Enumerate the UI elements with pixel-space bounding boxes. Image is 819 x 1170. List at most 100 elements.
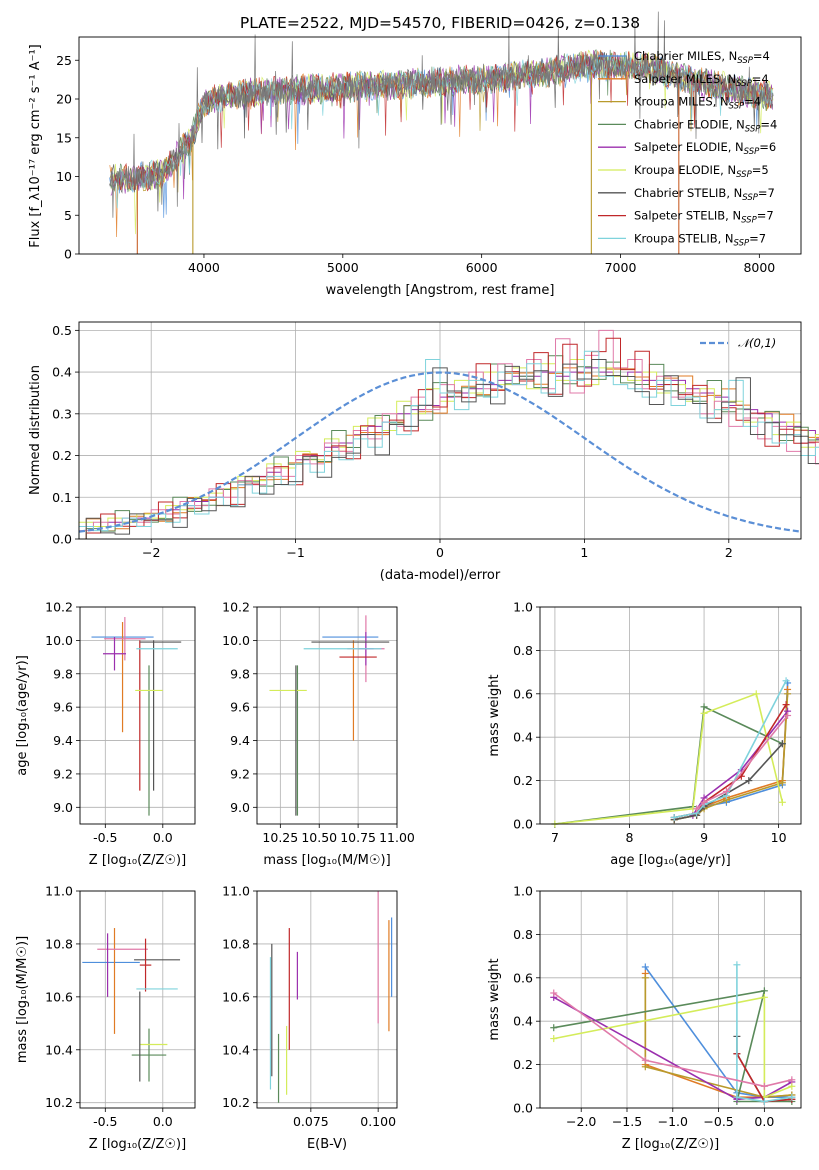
axis-group: 10.25 10.50 10.75 11.00 9.0 9.2 9.4 9.6 9.8 10.0 1… <box>222 600 415 846</box>
weight-line <box>553 996 793 1101</box>
y-tick-label: 10.2 <box>45 1095 73 1110</box>
y-tick-label: 20 <box>56 92 72 107</box>
y-tick-label: 0.4 <box>52 365 72 380</box>
y-tick-label: 0.4 <box>513 1014 533 1029</box>
panel-plot-area <box>551 677 792 828</box>
legend-subscript: SSP <box>744 147 760 157</box>
x-tick-label: 0.075 <box>293 1114 329 1129</box>
panel-frame <box>79 606 196 825</box>
panel-frame <box>256 890 398 1109</box>
panel-ylabel: mass [log₁₀(M/M☉)] <box>15 936 30 1063</box>
x-tick-label: 0.0 <box>153 830 173 845</box>
y-tick-label: 15 <box>56 130 72 145</box>
y-tick-label: 0.4 <box>513 730 533 745</box>
legend-label: Chabrier STELIB, NSSP=7 <box>634 186 775 203</box>
y-tick-label: 0.2 <box>513 1057 533 1072</box>
spectrum-panel: 4000 5000 6000 7000 8000 0 5 10 15 20 25 PLATE=252… <box>28 11 802 298</box>
y-tick-label: 0.0 <box>513 1101 533 1116</box>
legend-subscript: SSP <box>736 79 752 89</box>
legend-subscript: SSP <box>736 170 752 180</box>
legend-count: =4 <box>760 117 777 131</box>
spectrum-ticks: 4000 5000 6000 7000 8000 0 5 10 15 20 25 <box>56 53 775 275</box>
y-tick-label: 10 <box>56 169 72 184</box>
y-tick-label: 9.0 <box>230 800 250 815</box>
y-tick-label: 9.0 <box>53 800 73 815</box>
y-tick-label: 9.2 <box>53 766 73 781</box>
panel-plot-area <box>91 617 182 816</box>
x-tick-label: 0.0 <box>153 1114 173 1129</box>
panel-xlabel: Z [log₁₀(Z/Z☉)] <box>89 853 186 868</box>
y-tick-label: 9.4 <box>230 733 250 748</box>
x-tick-label: 7 <box>551 830 559 845</box>
legend-subscript: SSP <box>742 193 758 203</box>
x-tick-label: 0 <box>436 545 444 560</box>
spectrum-plot-area <box>109 11 774 254</box>
legend-count: =4 <box>752 72 769 86</box>
y-tick-label: 0.6 <box>513 970 533 985</box>
panel-plot-area <box>269 615 390 816</box>
axis-group: -0.5 0.0 9.0 9.2 9.4 9.6 9.8 10.0 10.2 <box>45 600 195 845</box>
legend-count: =6 <box>759 140 776 154</box>
x-tick-label: 7000 <box>605 260 637 275</box>
y-tick-label: 10.2 <box>222 600 250 615</box>
parameter-panels: -0.5 0.0 9.0 9.2 9.4 9.6 9.8 10.0 10.2 Z [log₁₀(Z… <box>15 600 802 1152</box>
y-tick-label: 0.2 <box>513 773 533 788</box>
axis-group: 7 8 9 10 0.0 0.2 0.4 0.6 0.8 1.0 <box>513 600 801 845</box>
x-tick-label: 5000 <box>327 260 359 275</box>
y-tick-label: 9.8 <box>230 666 250 681</box>
y-tick-label: 10.8 <box>222 936 250 951</box>
y-tick-label: 10.2 <box>222 1095 250 1110</box>
residual-legend: 𝒩(0,1) <box>700 336 776 350</box>
legend-subscript: SSP <box>737 56 753 66</box>
spectrum-legend: Chabrier MILES, NSSP=4 Salpeter MILES, NS… <box>598 49 777 248</box>
panel-frame <box>256 606 398 825</box>
y-tick-label: 0 <box>64 247 72 262</box>
axis-group: -0.5 0.0 10.2 10.4 10.6 10.8 11.0 <box>45 884 195 1129</box>
legend-subscript: SSP <box>741 216 757 226</box>
parameter-panel-4: 7 8 9 10 0.0 0.2 0.4 0.6 0.8 1.0 age [log₁₀(age/yr… <box>487 600 802 868</box>
legend-label: Kroupa STELIB, NSSP=7 <box>634 231 766 248</box>
y-tick-label: 10.2 <box>45 600 73 615</box>
panel-plot-area <box>269 891 393 1103</box>
histogram-step <box>78 329 819 539</box>
normal-curve <box>78 371 802 533</box>
y-tick-label: 0.3 <box>52 406 72 421</box>
histogram-step <box>78 350 819 539</box>
residual-xlabel: (data-model)/error <box>380 568 501 583</box>
x-tick-label: -0.5 <box>93 1114 117 1129</box>
y-tick-label: 0.0 <box>52 532 72 547</box>
y-tick-label: 10.0 <box>45 633 73 648</box>
y-tick-label: 10.0 <box>222 633 250 648</box>
panel-xlabel: Z [log₁₀(Z/Z☉)] <box>622 1137 719 1152</box>
observed-spectrum-line <box>109 11 774 218</box>
legend-count: =4 <box>744 95 761 109</box>
histogram-step <box>85 359 819 539</box>
residual-plot-area <box>78 322 819 540</box>
legend-label: Salpeter ELODIE, NSSP=6 <box>634 140 776 157</box>
x-tick-label: −0.5 <box>703 1114 733 1129</box>
panel-xlabel: age [log₁₀(age/yr)] <box>610 853 731 868</box>
y-tick-label: 9.6 <box>53 700 73 715</box>
legend-label: Salpeter MILES, NSSP=4 <box>634 72 769 89</box>
y-tick-label: 9.6 <box>230 700 250 715</box>
legend-count: =5 <box>752 163 769 177</box>
y-tick-label: 25 <box>56 53 72 68</box>
legend-count: =7 <box>757 209 774 223</box>
x-tick-label: 4000 <box>188 260 220 275</box>
parameter-panel-6: 0.075 0.100 10.2 10.4 10.6 10.8 11.0 E(B-V) <box>222 884 398 1152</box>
panel-plot-area <box>550 961 796 1105</box>
x-tick-label: 6000 <box>466 260 498 275</box>
weight-line <box>696 714 789 810</box>
spectrum-xlabel: wavelength [Angstrom, rest frame] <box>326 283 555 298</box>
legend-count: =7 <box>758 186 775 200</box>
histogram-step <box>85 367 819 539</box>
x-tick-label: 0.100 <box>360 1114 396 1129</box>
x-tick-label: −2 <box>142 545 160 560</box>
axis-group: −2.0 −1.5 −1.0 −0.5 0.0 0.0 0.2 0.4 0.6 0.8 1.0 <box>513 884 801 1129</box>
panel-ylabel: mass weight <box>487 958 502 1040</box>
x-tick-label: 10 <box>771 830 787 845</box>
histogram-step <box>85 355 819 539</box>
legend-subscript: SSP <box>734 238 750 248</box>
x-tick-label: 11.00 <box>379 830 415 845</box>
